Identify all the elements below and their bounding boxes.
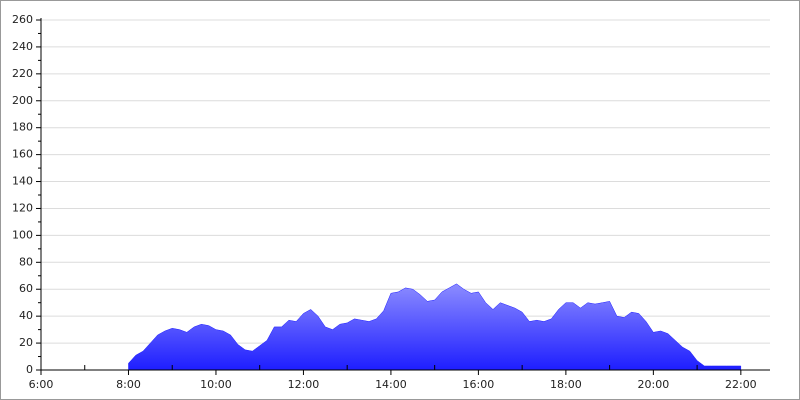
x-tick-label: 14:00	[375, 378, 407, 391]
y-tick-label: 40	[19, 309, 33, 322]
x-tick-label: 10:00	[200, 378, 232, 391]
y-tick-label: 220	[12, 67, 33, 80]
x-tick-label: 12:00	[288, 378, 320, 391]
y-tick-label: 140	[12, 175, 33, 188]
x-tick-label: 20:00	[638, 378, 670, 391]
x-tick-label: 16:00	[463, 378, 495, 391]
y-tick-label: 160	[12, 148, 33, 161]
y-tick-label: 200	[12, 94, 33, 107]
y-tick-label: 120	[12, 201, 33, 214]
x-tick-label: 18:00	[550, 378, 582, 391]
x-tick-label: 22:00	[725, 378, 757, 391]
y-tick-label: 240	[12, 40, 33, 53]
x-tick-label: 6:00	[29, 378, 54, 391]
y-tick-label: 80	[19, 255, 33, 268]
y-tick-label: 0	[26, 363, 33, 376]
x-tick-label: 8:00	[116, 378, 141, 391]
y-tick-label: 100	[12, 228, 33, 241]
y-tick-label: 20	[19, 336, 33, 349]
y-tick-label: 60	[19, 282, 33, 295]
y-tick-label: 260	[12, 13, 33, 26]
y-tick-label: 180	[12, 121, 33, 134]
area	[128, 283, 742, 371]
